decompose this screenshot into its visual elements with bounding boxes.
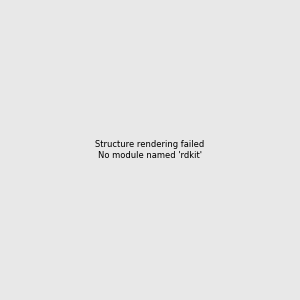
Text: Structure rendering failed
No module named 'rdkit': Structure rendering failed No module nam… [95, 140, 205, 160]
